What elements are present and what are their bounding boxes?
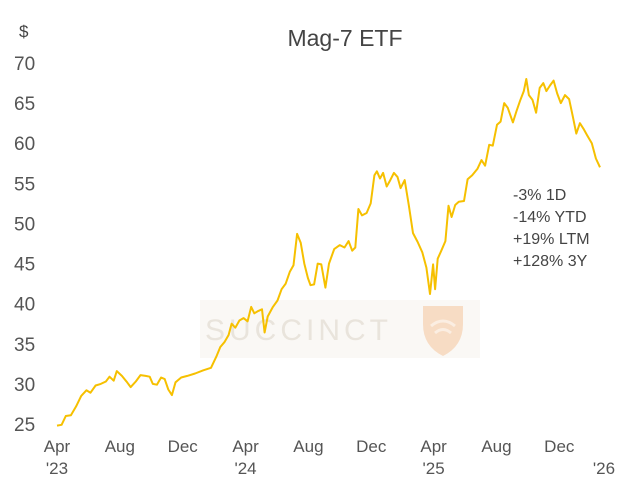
chart-title: Mag-7 ETF: [287, 25, 402, 51]
x-year-label: '23: [46, 459, 68, 478]
y-tick-label: 55: [14, 174, 35, 195]
y-tick-label: 45: [14, 255, 35, 276]
y-tick-label: 40: [14, 295, 35, 316]
x-tick-label: Aug: [293, 437, 323, 456]
y-tick-label: 65: [14, 94, 35, 115]
x-tick-label: Dec: [356, 437, 387, 456]
y-axis-ticks: 25 30 35 40 45 50 55 60 65 70: [14, 54, 35, 436]
y-tick-label: 70: [14, 54, 35, 75]
x-tick-label: Dec: [168, 437, 199, 456]
watermark-text: SUCCINCT: [205, 314, 392, 347]
x-tick-label: Apr: [44, 437, 71, 456]
y-tick-label: 30: [14, 375, 35, 396]
x-tick-label: Aug: [105, 437, 135, 456]
x-year-label: '25: [423, 459, 445, 478]
annotation-1d: -3% 1D: [513, 187, 566, 204]
y-tick-label: 50: [14, 214, 35, 235]
annotation-3y: +128% 3Y: [513, 253, 588, 270]
annotation-ltm: +19% LTM: [513, 231, 590, 248]
x-year-label: '24: [234, 459, 256, 478]
x-year-label: '26: [593, 459, 615, 478]
x-tick-label: Aug: [481, 437, 511, 456]
return-annotations: -3% 1D -14% YTD +19% LTM +128% 3Y: [513, 187, 590, 270]
y-tick-label: 35: [14, 335, 35, 356]
series-line: [56, 78, 601, 427]
y-axis-unit: $: [19, 22, 29, 41]
y-tick-label: 25: [14, 415, 35, 436]
x-tick-label: Apr: [420, 437, 447, 456]
series-lines: [56, 78, 601, 427]
annotation-ytd: -14% YTD: [513, 209, 587, 226]
x-axis-ticks: Apr Aug Dec Apr Aug Dec Apr Aug Dec '23 '24 '25 '26: [44, 437, 615, 478]
watermark-logo: SUCCINCT: [200, 300, 480, 358]
y-tick-label: 60: [14, 134, 35, 155]
watermark-shield-icon: [423, 306, 463, 356]
x-tick-label: Apr: [232, 437, 259, 456]
x-tick-label: Dec: [544, 437, 575, 456]
